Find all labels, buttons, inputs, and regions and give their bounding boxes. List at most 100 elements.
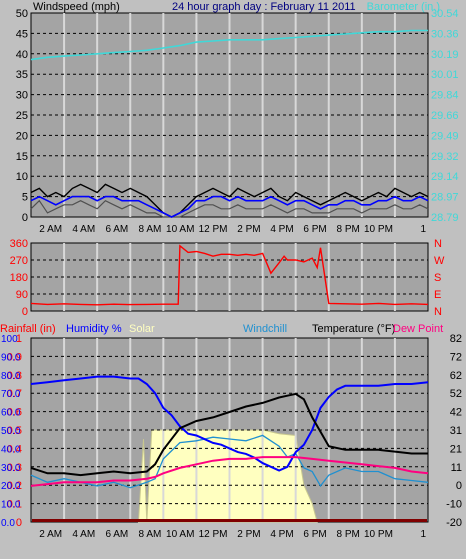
x-tick-label: 1 bbox=[420, 529, 426, 540]
rainfall-tick-label: 0 bbox=[16, 517, 22, 529]
x-tick-label: 6 AM bbox=[105, 529, 128, 540]
direction-compass-label: S bbox=[434, 272, 441, 284]
rainfall-tick-label: 0.2 bbox=[7, 480, 22, 492]
rainfall-tick-label: 0.3 bbox=[7, 462, 22, 474]
panel3-x-ticks: 2 AM 4 AM 6 AM 8 AM 10 AM 12 PM 2 PM 4 PM 6 PM 8 … bbox=[39, 529, 426, 540]
panel1-x-ticks: 2 AM 4 AM 6 AM 8 AM 10 AM 12 PM 2 PM 4 PM 6 PM 8 … bbox=[39, 224, 426, 235]
barometer-tick-label: 29.66 bbox=[431, 110, 459, 122]
humidity-label: Humidity % bbox=[66, 323, 122, 335]
windspeed-tick-label: 20 bbox=[16, 130, 28, 142]
x-tick-label: 10 AM bbox=[166, 529, 194, 540]
x-tick-label: 12 PM bbox=[199, 224, 228, 235]
temp-humidity-panel: 0 0.1 0.2 0.3 0.4 0.5 0.6 0.7 0.8 0.9 1 0.0 10.0 20.… bbox=[0, 323, 462, 540]
x-tick-label: 8 AM bbox=[139, 224, 162, 235]
barometer-tick-label: 28.79 bbox=[431, 212, 459, 224]
x-tick-label: 10 AM bbox=[166, 224, 194, 235]
direction-degree-ticks: 0 90 180 270 360 bbox=[10, 238, 28, 318]
wind-baro-grid bbox=[31, 13, 428, 217]
direction-compass-label: N bbox=[434, 238, 442, 250]
humidity-tick-label: 80.0 bbox=[1, 371, 21, 382]
humidity-line bbox=[30, 375, 429, 472]
x-tick-label: 6 AM bbox=[105, 224, 128, 235]
barometer-tick-label: 30.54 bbox=[431, 8, 459, 20]
humidity-tick-label: 40.0 bbox=[1, 444, 21, 455]
rainfall-tick-label: 0.5 bbox=[7, 425, 22, 437]
temperature-tick-label: 31 bbox=[450, 425, 462, 437]
x-tick-label: 10 PM bbox=[364, 529, 393, 540]
wind-baro-panel: 0 5 10 15 20 25 30 35 40 45 50 28.79 28.97 29.14 29.3… bbox=[16, 1, 459, 235]
barometer-tick-label: 30.36 bbox=[431, 28, 459, 40]
rain-ticks: 0 0.1 0.2 0.3 0.4 0.5 0.6 0.7 0.8 0.9 1 bbox=[7, 333, 22, 529]
humidity-ticks: 0.0 10.0 20.0 30.0 40.0 50.0 60.0 70.0 80.0 90.0 1… bbox=[1, 334, 21, 529]
wind-direction-marks bbox=[30, 244, 429, 306]
graph-title: 24 hour graph day : February 11 2011 bbox=[172, 1, 356, 13]
rainfall-tick-label: 1 bbox=[16, 333, 22, 345]
solar-area bbox=[137, 429, 318, 523]
temperature-tick-label: 0 bbox=[456, 480, 462, 492]
barometer-axis-title: Barometer (in.) bbox=[367, 1, 440, 13]
humidity-tick-label: 0.0 bbox=[1, 518, 15, 529]
dewpoint-line bbox=[30, 456, 429, 487]
windspeed-tick-label: 50 bbox=[16, 8, 28, 20]
rainfall-tick-label: 0.1 bbox=[7, 499, 22, 511]
windchill-label: Windchill bbox=[243, 323, 287, 335]
rainfall-label: Rainfall (in) bbox=[0, 323, 56, 335]
temperature-tick-label: 42 bbox=[450, 407, 462, 419]
temperature-tick-label: -20 bbox=[446, 517, 462, 529]
humidity-tick-label: 60.0 bbox=[1, 408, 21, 419]
wind-direction-line bbox=[30, 244, 429, 306]
x-tick-label: 8 PM bbox=[336, 224, 359, 235]
temp-humidity-grid bbox=[31, 338, 428, 522]
windspeed-axis-title: Windspeed (mph) bbox=[33, 1, 120, 13]
rainfall-tick-label: 0.9 bbox=[7, 351, 22, 363]
humidity-tick-label: 30.0 bbox=[1, 463, 21, 474]
rainfall-tick-label: 0.6 bbox=[7, 407, 22, 419]
temperature-ticks: -20 -10 0 11 21 31 42 52 62 72 82 bbox=[446, 333, 462, 529]
x-tick-label: 1 bbox=[420, 224, 426, 235]
x-tick-label: 2 PM bbox=[237, 529, 260, 540]
direction-compass-label: E bbox=[434, 289, 441, 301]
rainfall-tick-label: 0.8 bbox=[7, 370, 22, 382]
direction-compass-label: N bbox=[434, 306, 442, 318]
temperature-tick-label: 21 bbox=[450, 443, 462, 455]
barometer-tick-label: 30.01 bbox=[431, 69, 459, 81]
humidity-tick-label: 90.0 bbox=[1, 352, 21, 363]
x-tick-label: 4 PM bbox=[270, 529, 293, 540]
x-tick-label: 4 PM bbox=[270, 224, 293, 235]
barometer-line bbox=[30, 29, 428, 61]
x-tick-label: 6 PM bbox=[303, 224, 326, 235]
x-tick-label: 10 PM bbox=[364, 224, 393, 235]
x-tick-label: 8 PM bbox=[336, 529, 359, 540]
windspeed-tick-label: 25 bbox=[16, 110, 28, 122]
x-tick-label: 12 PM bbox=[199, 529, 228, 540]
temperature-tick-label: 11 bbox=[451, 462, 462, 474]
direction-degree-label: 90 bbox=[16, 289, 28, 301]
temperature-tick-label: 82 bbox=[450, 333, 462, 345]
direction-degree-label: 0 bbox=[22, 306, 28, 318]
temperature-line bbox=[30, 392, 428, 477]
barometer-tick-label: 28.97 bbox=[431, 192, 459, 204]
windspeed-tick-label: 0 bbox=[22, 212, 28, 224]
x-tick-label: 2 PM bbox=[237, 224, 260, 235]
windchill-line bbox=[30, 434, 429, 489]
temperature-tick-label: -10 bbox=[446, 499, 462, 511]
temperature-tick-label: 52 bbox=[450, 388, 462, 400]
direction-degree-label: 180 bbox=[10, 272, 28, 284]
barometer-tick-label: 29.14 bbox=[431, 171, 459, 183]
wind-direction-grid bbox=[31, 243, 428, 311]
windspeed-tick-label: 30 bbox=[16, 90, 28, 102]
x-tick-label: 2 AM bbox=[39, 529, 62, 540]
windspeed-tick-label: 5 bbox=[22, 192, 28, 204]
temp-humidity-marks bbox=[30, 375, 429, 522]
barometer-tick-label: 29.32 bbox=[431, 151, 459, 163]
barometer-tick-label: 29.84 bbox=[431, 90, 459, 102]
humidity-tick-label: 100 bbox=[1, 334, 18, 345]
humidity-tick-label: 50.0 bbox=[1, 426, 21, 437]
humidity-tick-label: 70.0 bbox=[1, 389, 21, 400]
barometer-tick-label: 29.49 bbox=[431, 130, 459, 142]
windspeed-tick-label: 35 bbox=[16, 69, 28, 81]
wind-average-line bbox=[30, 195, 429, 218]
humidity-tick-label: 20.0 bbox=[1, 481, 21, 492]
